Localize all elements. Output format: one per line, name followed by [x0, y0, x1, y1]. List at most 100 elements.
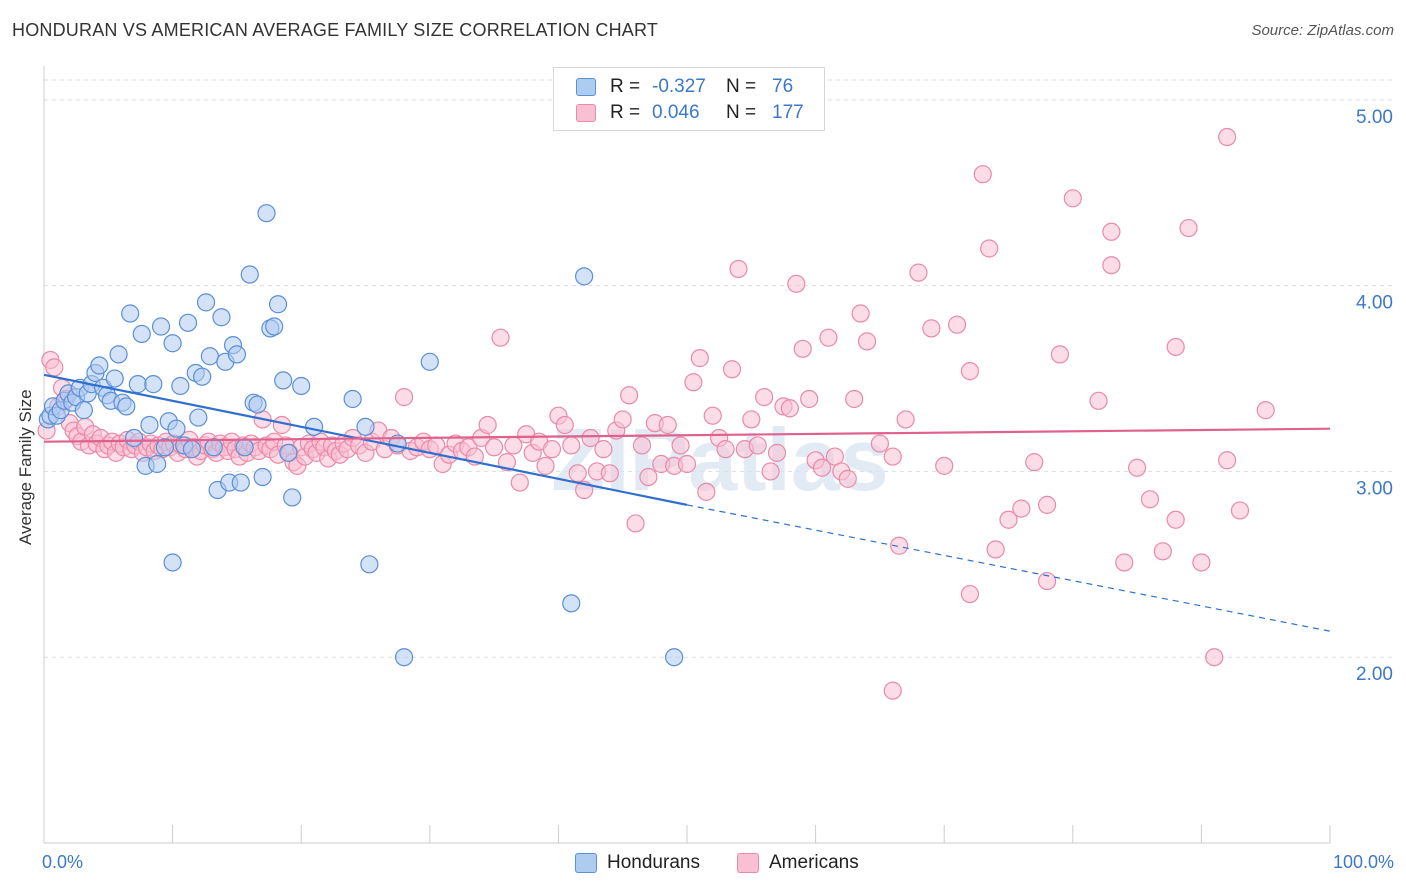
american-point: [755, 388, 774, 407]
honduran-point: [148, 454, 167, 474]
honduran-point: [178, 313, 198, 332]
honduran-point: [155, 438, 174, 457]
american-point: [980, 239, 999, 258]
american-point: [671, 436, 690, 455]
american-point: [1218, 451, 1237, 470]
american-point: [639, 467, 658, 487]
american-point: [1102, 222, 1121, 241]
american-point: [716, 440, 735, 459]
honduran-point: [420, 352, 439, 371]
american-point: [1025, 453, 1044, 472]
american-point: [1153, 542, 1172, 561]
american-point: [1140, 490, 1160, 509]
honduran-point: [167, 419, 186, 438]
honduran-point: [227, 345, 246, 364]
american-point: [536, 456, 555, 475]
american-point: [1166, 510, 1185, 529]
american-point: [1115, 553, 1134, 572]
y-tick-label: 2.00: [1356, 664, 1393, 685]
american-point: [394, 388, 414, 407]
american-point: [947, 315, 967, 334]
honduran-point: [200, 347, 219, 366]
honduran-point: [74, 401, 93, 420]
american-point: [613, 410, 632, 429]
american-point: [690, 349, 709, 368]
american-point: [722, 360, 742, 379]
american-point: [999, 510, 1018, 529]
american-point: [1050, 345, 1070, 364]
american-point: [478, 415, 497, 435]
honduran-point: [356, 417, 375, 436]
american-point: [510, 473, 529, 492]
honduran-point: [274, 371, 293, 390]
honduran-point: [268, 295, 288, 314]
american-point: [767, 443, 787, 462]
american-point: [620, 386, 639, 405]
american-point: [960, 362, 980, 381]
x-tick-label-min: 0.0%: [42, 852, 84, 872]
correlation-legend: R = -0.327 N = 76 R = 0.046 N = 177: [553, 67, 825, 131]
american-point: [1256, 401, 1275, 420]
honduran-point: [343, 389, 362, 409]
honduran-point: [292, 376, 311, 396]
y-tick-label: 4.00: [1356, 293, 1393, 314]
honduran-point: [253, 467, 272, 487]
american-point: [562, 436, 581, 455]
american-point: [542, 440, 562, 459]
american-point: [922, 319, 941, 338]
american-point: [845, 389, 864, 409]
legend-n-value: 76: [772, 76, 794, 97]
american-point: [600, 464, 619, 483]
american-point: [960, 584, 980, 604]
american-point: [787, 274, 806, 293]
legend-row-hondurans: R = -0.327 N = 76: [576, 75, 793, 99]
american-point: [485, 438, 504, 457]
american-point: [793, 339, 812, 358]
honduran-point: [151, 317, 171, 336]
honduran-point: [240, 265, 259, 284]
american-point: [594, 440, 613, 459]
american-point: [973, 165, 992, 184]
american-point: [800, 389, 819, 409]
american-point: [568, 464, 587, 483]
legend-r-value: -0.327: [652, 76, 706, 97]
american-point: [497, 453, 517, 472]
honduran-point: [163, 553, 182, 572]
y-tick-label: 3.00: [1356, 478, 1393, 499]
american-point: [890, 536, 909, 555]
honduran-point: [105, 369, 124, 388]
american-point: [761, 462, 780, 481]
honduran-point: [212, 308, 231, 327]
honduran-point: [231, 473, 250, 492]
honduran-point: [665, 648, 684, 667]
americans-legend-label: Americans: [769, 852, 859, 873]
american-point: [1230, 501, 1250, 520]
honduran-point: [144, 375, 163, 394]
honduran-point: [279, 443, 298, 462]
honduran-point: [124, 428, 144, 448]
legend-row-americans: R = 0.046 N = 177: [576, 101, 804, 125]
american-point: [1063, 189, 1082, 208]
american-point: [1205, 648, 1224, 667]
american-point: [658, 415, 677, 435]
honduran-point: [360, 555, 379, 574]
american-point: [870, 434, 890, 453]
american-point: [883, 447, 902, 466]
american-point: [684, 373, 703, 392]
chart-title: HONDURAN VS AMERICAN AVERAGE FAMILY SIZE…: [12, 20, 659, 40]
american-point: [703, 406, 722, 425]
honduran-point: [128, 375, 147, 394]
american-point: [697, 482, 716, 501]
honduran-point: [257, 204, 276, 223]
legend-r-value: 0.046: [652, 102, 700, 123]
honduran-point: [235, 438, 254, 457]
american-point: [909, 263, 928, 282]
hondurans-legend-icon: [575, 853, 597, 873]
american-point: [632, 436, 652, 455]
american-point: [1179, 218, 1198, 238]
american-point: [677, 454, 697, 474]
american-point: [812, 458, 832, 477]
american-point: [1037, 571, 1057, 591]
american-point: [1089, 391, 1108, 410]
